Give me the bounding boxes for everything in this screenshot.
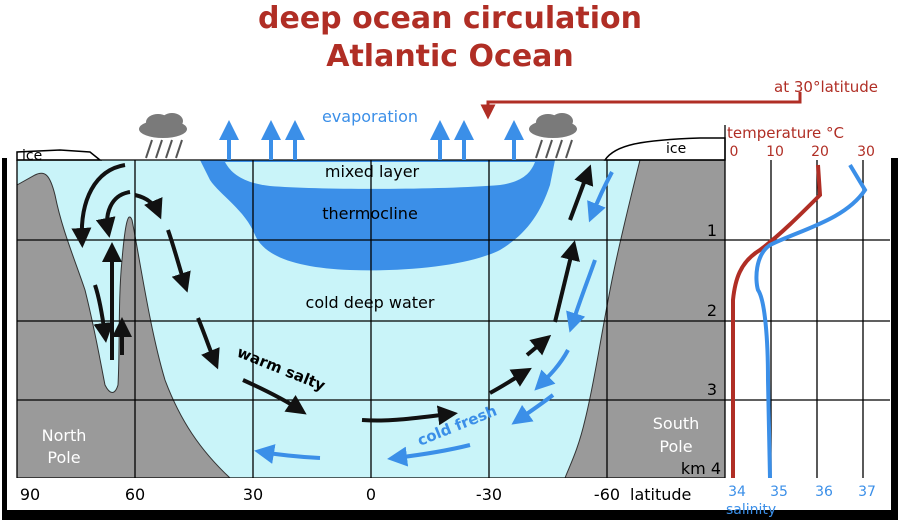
cloud-icon — [529, 113, 577, 138]
rain-icon — [145, 139, 183, 159]
mixed-layer-region — [225, 162, 535, 189]
sal-tick-35: 35 — [770, 484, 788, 500]
ice-label-left: ice — [22, 148, 42, 164]
circulation-arrow-icon — [95, 190, 131, 238]
temp-tick-0: 0 — [730, 144, 739, 160]
circulation-arrow-icon — [196, 317, 220, 370]
circulation-arrows-dark — [71, 163, 594, 426]
cold-deep-water-label: cold deep water — [306, 293, 435, 312]
south-pole-label-2: Pole — [659, 437, 692, 456]
cloud-icon — [139, 113, 187, 138]
north-pole-label-1: North — [42, 426, 87, 445]
circulation-arrow-icon — [489, 367, 532, 395]
lat-tick-60: 60 — [125, 485, 145, 504]
ice-label-right: ice — [666, 141, 686, 157]
profile-header: at 30°latitude — [774, 78, 878, 96]
circulation-arrow-icon — [511, 393, 555, 425]
depth-tick-3: 3 — [707, 380, 717, 399]
profile-axis-band — [725, 478, 891, 510]
temperature-label: temperature °C — [727, 124, 844, 142]
lat-tick-minus60: -60 — [594, 485, 620, 504]
circulation-arrow-icon — [525, 334, 552, 357]
circulation-arrow-icon — [566, 259, 597, 333]
circulation-arrow-icon — [568, 164, 594, 221]
latitude-unit-label: latitude — [630, 485, 691, 504]
circulation-arrow-icon — [93, 284, 114, 343]
title-line-2: Atlantic Ocean — [326, 39, 574, 74]
rain-icon — [535, 139, 573, 159]
salinity-profile-line — [754, 163, 868, 479]
circulation-arrow-icon — [361, 405, 458, 426]
circulation-arrow-icon — [71, 163, 126, 248]
depth-tick-2: 2 — [707, 301, 717, 320]
ice-shelf-right — [603, 137, 726, 161]
circulation-arrow-icon — [134, 193, 163, 220]
thermocline-region — [200, 160, 555, 271]
temp-tick-30: 30 — [857, 144, 875, 160]
temp-tick-10: 10 — [766, 144, 784, 160]
sal-tick-34: 34 — [728, 484, 746, 500]
circulation-arrow-icon — [553, 240, 580, 323]
evaporation-label: evaporation — [322, 107, 418, 126]
depth-tick-4: km 4 — [681, 459, 721, 478]
evaporation-arrows — [219, 120, 524, 160]
circulation-arrow-icon — [166, 229, 191, 293]
salinity-label: salinity — [726, 502, 776, 518]
lat-tick-90: 90 — [20, 485, 40, 504]
latitude-pointer-arrow — [480, 92, 802, 120]
circulation-arrow-icon — [587, 171, 614, 223]
lat-tick-minus30: -30 — [476, 485, 502, 504]
north-pole-label-2: Pole — [47, 448, 80, 467]
circulation-arrow-icon — [242, 378, 307, 415]
lat-tick-0: 0 — [366, 485, 376, 504]
south-pole-label-1: South — [653, 414, 700, 433]
thermocline-label: thermocline — [322, 204, 418, 223]
circulation-arrow-icon — [387, 443, 471, 467]
circulation-arrow-icon — [534, 349, 570, 391]
temp-tick-20: 20 — [811, 144, 829, 160]
sal-tick-37: 37 — [858, 484, 876, 500]
depth-tick-1: 1 — [707, 221, 717, 240]
mixed-layer-label: mixed layer — [325, 162, 420, 181]
latitude-axis-band — [7, 478, 725, 510]
circulation-arrows-blue — [254, 171, 614, 467]
title-line-1: deep ocean circulation — [258, 1, 642, 36]
lat-tick-30: 30 — [243, 485, 263, 504]
sal-tick-36: 36 — [815, 484, 833, 500]
temperature-profile-line — [731, 164, 823, 478]
circulation-arrow-icon — [254, 444, 321, 464]
